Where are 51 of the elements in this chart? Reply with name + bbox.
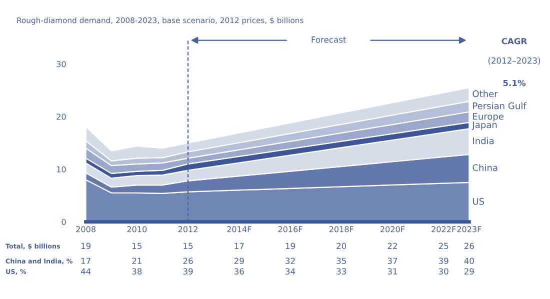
text: 17 bbox=[81, 258, 90, 264]
text: 5.1% bbox=[503, 80, 526, 86]
x-tick-label: 2008 bbox=[76, 226, 96, 232]
text: 29 bbox=[234, 258, 244, 264]
text: 25 bbox=[438, 242, 448, 250]
series-label: India bbox=[473, 137, 494, 144]
text: 37 bbox=[388, 258, 398, 264]
text: 15 bbox=[184, 242, 193, 250]
text: 26 bbox=[183, 258, 193, 264]
text: (2012–2023) bbox=[488, 57, 540, 65]
text: 44 bbox=[80, 268, 91, 274]
text: 34 bbox=[286, 268, 296, 275]
text: CAGR bbox=[502, 38, 527, 44]
text: 22 bbox=[388, 242, 397, 249]
text: 38 bbox=[132, 268, 142, 275]
text: 39 bbox=[438, 258, 448, 264]
ref-line-label: Forecast bbox=[312, 36, 346, 43]
text: 40 bbox=[464, 258, 474, 264]
text: 19 bbox=[81, 242, 91, 250]
text: 30 bbox=[438, 268, 448, 275]
text: 32 bbox=[286, 258, 295, 264]
x-tick-label: 2010 bbox=[127, 226, 147, 232]
text: 20 bbox=[336, 242, 346, 250]
text: 31 bbox=[388, 268, 398, 275]
series-label: Japan bbox=[472, 121, 497, 130]
text: 26 bbox=[464, 242, 474, 250]
series-label: Europe bbox=[473, 113, 504, 122]
x-tick-label: 2018F bbox=[329, 226, 354, 232]
text: 36 bbox=[234, 268, 244, 275]
text: 21 bbox=[132, 258, 142, 264]
text: 39 bbox=[183, 268, 193, 275]
x-tick-label: 2020F bbox=[380, 226, 405, 232]
x-tick-label: 2022F bbox=[432, 226, 456, 232]
y-tick-label: 20 bbox=[56, 114, 66, 120]
text: 35 bbox=[336, 258, 346, 264]
text: 19 bbox=[286, 242, 295, 250]
y-tick-label: 10 bbox=[56, 166, 66, 172]
y-tick-label: 30 bbox=[56, 61, 66, 68]
text: 17 bbox=[234, 242, 244, 249]
text: 29 bbox=[464, 268, 474, 275]
x-tick-label: 2023F bbox=[457, 226, 482, 232]
x-tick-label: 2016F bbox=[278, 226, 302, 232]
text: 15 bbox=[132, 242, 142, 250]
text: 33 bbox=[336, 268, 346, 275]
x-tick-label: 2012 bbox=[178, 226, 198, 232]
y-tick-label: 0 bbox=[62, 218, 66, 226]
series-label: US bbox=[473, 198, 484, 205]
series-label: Persian Gulf bbox=[473, 102, 527, 110]
x-tick-label: 2014F bbox=[227, 226, 252, 232]
series-label: China bbox=[472, 164, 498, 172]
series-label: Other bbox=[472, 90, 498, 98]
